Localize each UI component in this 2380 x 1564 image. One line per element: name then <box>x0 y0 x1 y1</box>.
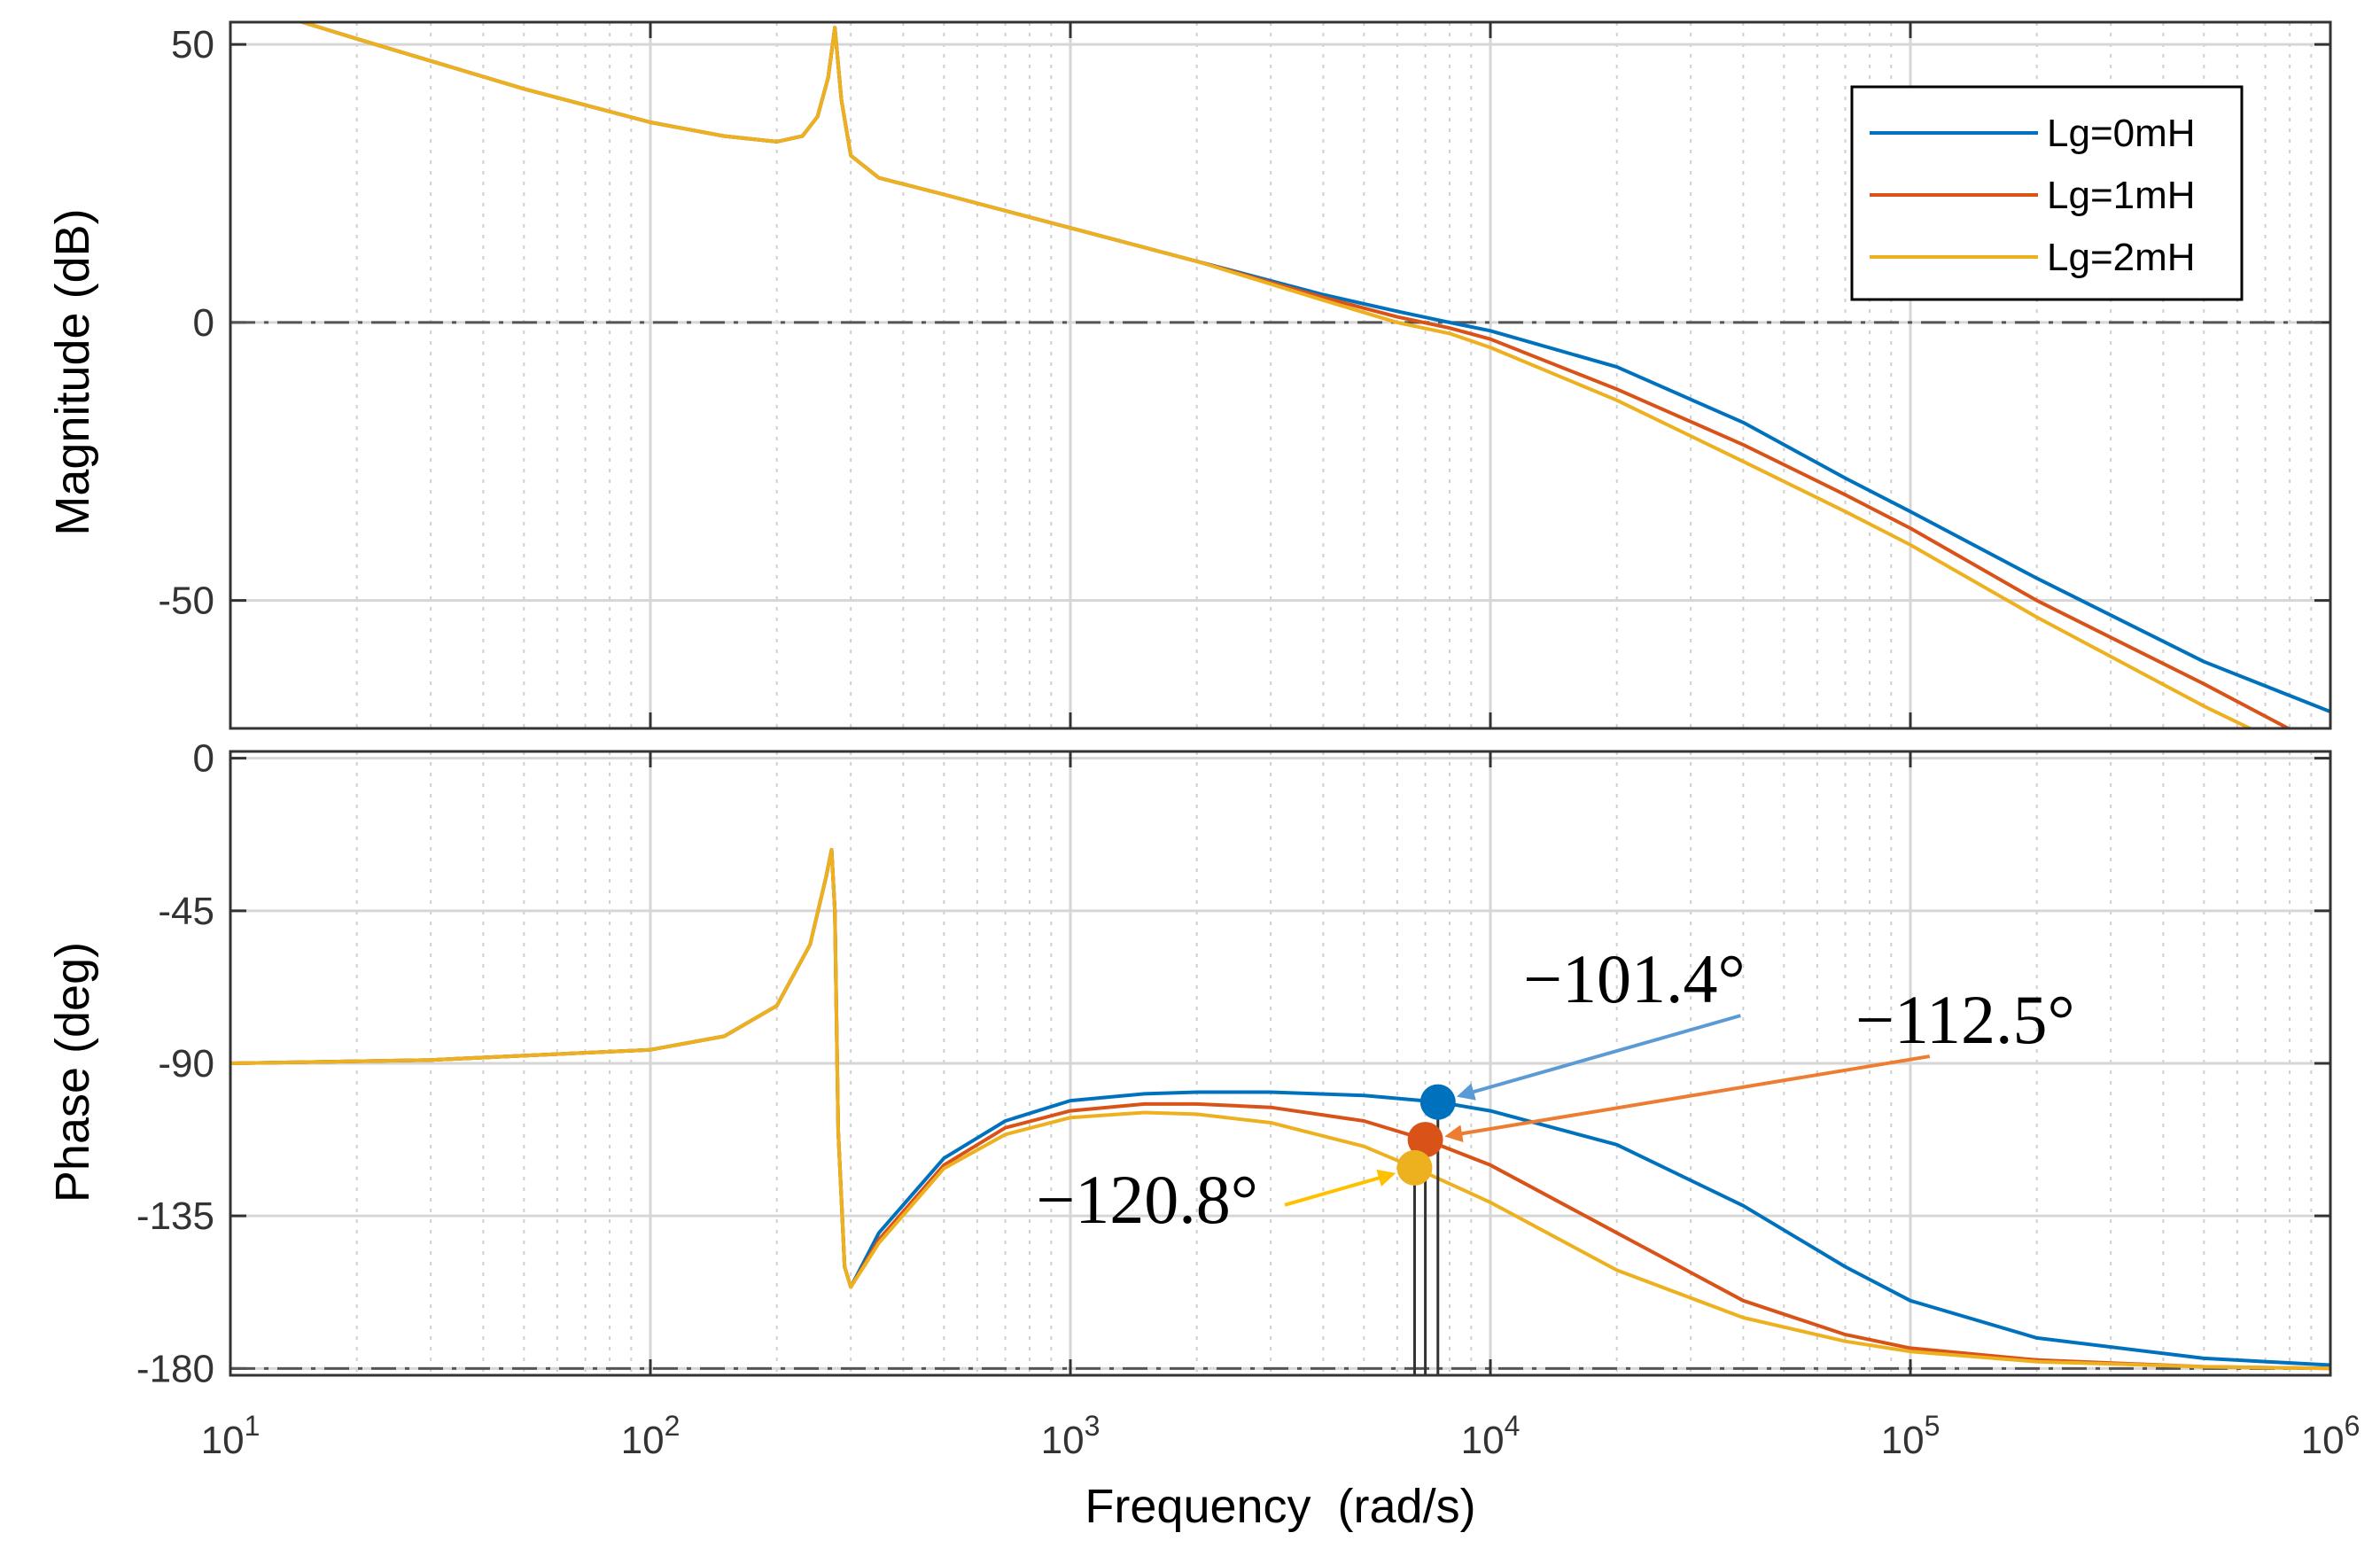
series-line-lg-2mh <box>230 848 2330 1371</box>
x-tick-label: 104 <box>1461 1410 1521 1462</box>
x-tick-label: 105 <box>1881 1410 1941 1462</box>
x-tick-label: 101 <box>201 1410 261 1462</box>
legend-label-lg1: Lg=1mH <box>2047 174 2196 217</box>
y-tick-label: 50 <box>171 23 214 66</box>
y-tick-label: -180 <box>136 1347 214 1390</box>
marker-point <box>1419 1084 1456 1120</box>
marker-arrow <box>1456 1014 1741 1101</box>
phase-panel: 0 -45 -90 -135 -180 −101.4° −112.5° −120.8° <box>136 737 2332 1390</box>
series-group <box>230 848 2330 1371</box>
marker-point <box>1396 1149 1433 1186</box>
legend: Lg=0mH Lg=1mH Lg=2mH <box>1850 85 2244 301</box>
panel-frame <box>229 20 2332 730</box>
y-tick-label: -45 <box>158 890 214 933</box>
x-tick-label: 103 <box>1041 1410 1101 1462</box>
y-tick-label: -50 <box>158 580 214 623</box>
y-tick-label: 0 <box>193 737 214 781</box>
series-line-lg-2mh <box>296 22 2254 728</box>
x-tick-label: 102 <box>621 1410 681 1462</box>
frequency-axis: 101 102 103 104 105 106 <box>201 1410 2361 1462</box>
y-tick-label: -135 <box>136 1194 214 1238</box>
y-tick-label: 0 <box>193 301 214 345</box>
marker-label: −112.5° <box>1855 981 2075 1058</box>
marker-label: −101.4° <box>1523 940 1746 1017</box>
frequency-axis-label: Frequency (rad/s) <box>1085 1480 1475 1533</box>
panel-frame <box>229 750 2332 1377</box>
marker-point <box>1407 1122 1443 1158</box>
legend-label-lg0: Lg=0mH <box>2047 112 2196 155</box>
legend-label-lg2: Lg=2mH <box>2047 236 2196 279</box>
marker-arrow <box>1284 1169 1396 1207</box>
magnitude-axis-label: Magnitude (dB) <box>46 208 99 535</box>
marker-arrow <box>1444 1054 1931 1143</box>
y-tick-label: -90 <box>158 1042 214 1085</box>
phase-axis-label: Phase (deg) <box>46 942 99 1202</box>
series-group <box>296 22 2330 728</box>
marker-label: −120.8° <box>1036 1161 1258 1238</box>
series-line-lg-1mh <box>230 848 2330 1371</box>
x-tick-label: 106 <box>2301 1410 2361 1462</box>
